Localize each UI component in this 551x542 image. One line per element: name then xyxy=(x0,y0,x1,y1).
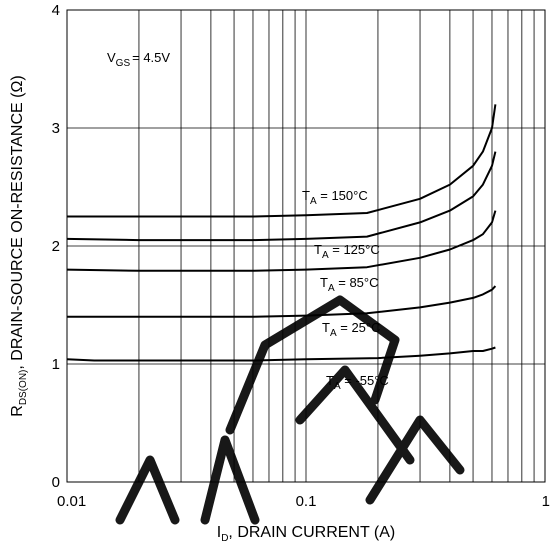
data-series xyxy=(66,104,497,362)
x-tick-label: 1 xyxy=(542,493,550,510)
y-tick-label: 0 xyxy=(52,474,60,491)
condition-label: VGS = 4.5V xyxy=(107,50,170,69)
series-line xyxy=(66,210,497,272)
series-label: TA = -55°C xyxy=(326,373,389,392)
x-tick-label: 0.1 xyxy=(296,493,317,510)
y-tick-label: 1 xyxy=(52,356,60,373)
x-axis-title: ID, DRAIN CURRENT (A) xyxy=(217,524,396,542)
plot-grid xyxy=(67,10,545,482)
x-tick-label: 0.01 xyxy=(57,493,86,510)
y-tick-labels: 0 1 2 3 4 xyxy=(52,2,60,491)
series-label: TA = 85°C xyxy=(320,275,379,294)
x-tick-labels: 0.01 0.1 1 xyxy=(57,493,550,510)
y-tick-label: 3 xyxy=(52,120,60,137)
series-label: TA = 125°C xyxy=(314,242,380,261)
series-line xyxy=(67,104,497,218)
series-line xyxy=(66,346,496,362)
watermark xyxy=(115,295,465,525)
y-axis-title: RDS(ON), DRAIN-SOURCE ON-RESISTANCE (Ω) xyxy=(9,75,29,416)
series-label: TA = 150°C xyxy=(302,188,368,207)
plot-frame xyxy=(66,9,546,483)
series-line xyxy=(67,285,497,318)
series-labels: TA = 150°C TA = 125°C TA = 85°C TA = 25°C TA… xyxy=(302,188,389,392)
y-tick-label: 2 xyxy=(52,238,60,255)
series-label: TA = 25°C xyxy=(322,320,381,339)
y-tick-label: 4 xyxy=(52,2,60,19)
series-line xyxy=(66,151,497,242)
